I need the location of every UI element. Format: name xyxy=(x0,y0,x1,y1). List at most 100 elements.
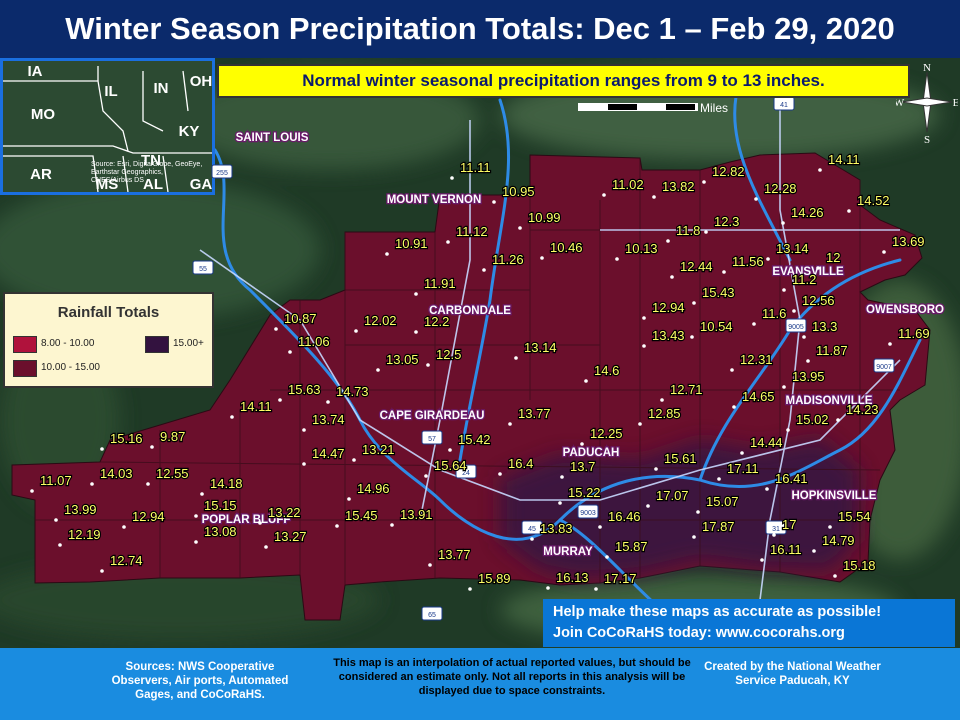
station-dot xyxy=(302,428,306,432)
station-reading: 12.2 xyxy=(414,313,451,334)
station-dot xyxy=(446,240,450,244)
legend: Rainfall Totals 8.00 - 10.00 15.00+ 10.0… xyxy=(3,292,214,388)
station-value: 14.11 xyxy=(828,152,860,167)
station-dot xyxy=(482,268,486,272)
station-dot xyxy=(812,549,816,553)
station-value: 11.06 xyxy=(298,334,330,349)
station-reading: 15.63 xyxy=(278,381,322,402)
station-reading: 11.6 xyxy=(752,305,788,326)
station-value: 14.52 xyxy=(857,193,890,208)
station-value: 17.87 xyxy=(702,519,735,534)
station-dot xyxy=(498,472,502,476)
station-value: 16.46 xyxy=(608,509,641,524)
station-dot xyxy=(302,462,306,466)
station-value: 12.55 xyxy=(156,466,189,481)
station-reading: 12 xyxy=(816,249,842,270)
station-reading: 13.91 xyxy=(390,506,434,527)
station-reading: 13.69 xyxy=(882,233,926,254)
svg-text:9003: 9003 xyxy=(580,510,596,517)
station-reading: 12.31 xyxy=(730,351,774,372)
station-dot xyxy=(732,405,736,409)
station-dot xyxy=(786,428,790,432)
station-value: 17.07 xyxy=(656,488,689,503)
station-dot xyxy=(424,474,428,478)
svg-text:255: 255 xyxy=(216,170,228,177)
station-reading: 12.19 xyxy=(58,526,102,547)
station-dot xyxy=(847,209,851,213)
station-reading: 13.43 xyxy=(642,327,686,348)
station-value: 12.71 xyxy=(670,382,703,397)
city-label: CARBONDALE xyxy=(429,305,511,317)
station-dot xyxy=(690,335,694,339)
station-value: 13.69 xyxy=(892,234,925,249)
station-value: 13.21 xyxy=(362,442,395,457)
station-dot xyxy=(730,368,734,372)
station-reading: 12.85 xyxy=(638,405,682,426)
station-value: 13.91 xyxy=(400,507,433,522)
svg-text:24: 24 xyxy=(462,470,470,477)
station-reading: 11.91 xyxy=(414,275,457,296)
station-dot xyxy=(598,525,602,529)
station-dot xyxy=(660,398,664,402)
compass-icon: N S E W xyxy=(894,62,960,146)
inset-state-label: OH xyxy=(190,73,212,90)
station-dot xyxy=(602,193,606,197)
station-reading: 12.55 xyxy=(146,465,190,486)
station-value: 11.87 xyxy=(816,343,848,358)
station-value: 9.87 xyxy=(160,429,185,444)
station-reading: 13.05 xyxy=(376,351,420,372)
station-dot xyxy=(264,545,268,549)
station-value: 10.13 xyxy=(625,241,658,256)
highway-shield: 55 xyxy=(192,260,214,275)
legend-swatch-15-plus xyxy=(145,336,169,353)
station-dot xyxy=(514,356,518,360)
station-dot xyxy=(580,442,584,446)
station-dot xyxy=(882,250,886,254)
station-dot xyxy=(692,535,696,539)
station-value: 15.63 xyxy=(288,382,321,397)
station-dot xyxy=(376,368,380,372)
station-dot xyxy=(646,504,650,508)
station-value: 13.14 xyxy=(776,241,809,256)
city-label: PADUCAH xyxy=(563,447,620,459)
inset-state-label: MO xyxy=(31,106,55,123)
station-dot xyxy=(766,257,770,261)
station-value: 11.56 xyxy=(732,254,764,269)
station-reading: 14.11 xyxy=(818,151,861,172)
station-reading: 13.7 xyxy=(560,458,597,479)
station-reading: 15.64 xyxy=(424,457,468,478)
station-dot xyxy=(194,540,198,544)
station-dot xyxy=(288,350,292,354)
station-dot xyxy=(560,475,564,479)
legend-label-8-10: 8.00 - 10.00 xyxy=(41,338,95,349)
inset-state-label: MS xyxy=(96,176,119,192)
station-reading: 15.22 xyxy=(558,484,602,505)
station-reading: 13.77 xyxy=(428,546,472,567)
station-value: 13.05 xyxy=(386,352,419,367)
station-reading: 13.22 xyxy=(258,504,302,525)
station-reading: 16.11 xyxy=(760,541,803,562)
inset-state-label: AR xyxy=(30,166,52,183)
station-reading: 17 xyxy=(772,516,798,537)
svg-text:31: 31 xyxy=(772,526,780,533)
station-reading: 13.14 xyxy=(766,240,810,261)
station-reading: 15.89 xyxy=(468,570,512,591)
station-value: 11.91 xyxy=(424,276,456,291)
highway-shield: 24 xyxy=(455,464,477,479)
station-reading: 14.26 xyxy=(781,204,825,225)
inset-state-label: GA xyxy=(190,176,212,192)
station-value: 10.95 xyxy=(502,184,535,199)
station-value: 12.5 xyxy=(436,347,461,362)
station-reading: 13.77 xyxy=(508,405,552,426)
station-dot xyxy=(492,200,496,204)
inset-map-graphic: IA IL IN OH MO KY AR TN MS AL GA xyxy=(3,63,212,192)
station-dot xyxy=(414,292,418,296)
station-reading: 11.87 xyxy=(806,342,849,363)
station-value: 15.15 xyxy=(204,498,237,513)
station-value: 10.87 xyxy=(284,311,317,326)
svg-text:41: 41 xyxy=(780,102,788,109)
station-dot xyxy=(802,335,806,339)
station-dot xyxy=(194,514,198,518)
inset-credit: Source: Esri, DigitalGlobe, GeoEye, Eart… xyxy=(91,161,203,184)
